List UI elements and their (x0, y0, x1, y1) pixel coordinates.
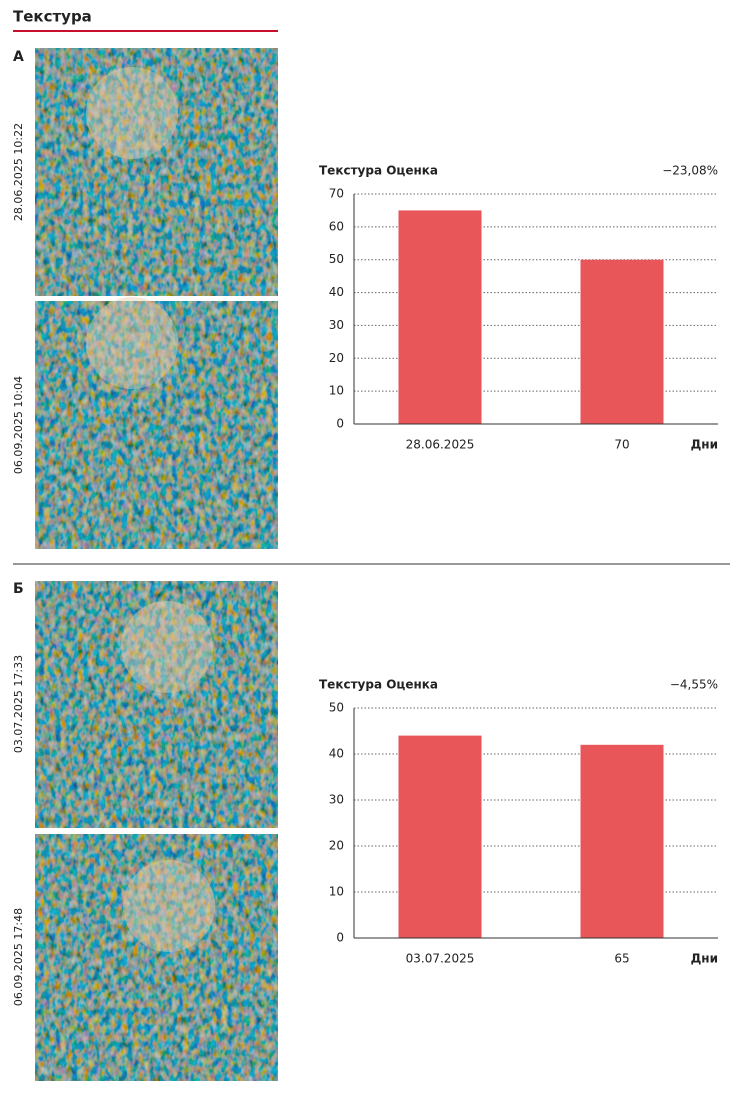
y-tick-label: 0 (336, 931, 344, 945)
photo (35, 834, 278, 1081)
y-tick-label: 20 (329, 351, 344, 365)
annotation: −23,08% (662, 164, 718, 178)
section-title: Текстура (13, 8, 92, 26)
y-tick-label: 40 (329, 747, 344, 761)
photo (35, 581, 278, 828)
y-tick-label: 30 (329, 318, 344, 332)
panel-label: А (13, 49, 24, 65)
photo (35, 48, 278, 296)
y-tick-label: 60 (329, 219, 344, 233)
x-tick-label: 28.06.2025 (406, 438, 475, 452)
y-tick-label: 30 (329, 793, 344, 807)
x-axis-label: Дни (691, 438, 718, 452)
y-tick-label: 50 (329, 701, 344, 715)
y-tick-label: 50 (329, 252, 344, 266)
bar (398, 735, 482, 938)
y-tick-label: 70 (329, 187, 344, 201)
photo (35, 297, 278, 549)
x-axis-label: Дни (691, 952, 718, 966)
panel-label: Б (13, 581, 24, 597)
y-tick-label: 10 (329, 384, 344, 398)
bar (580, 744, 664, 938)
x-tick-label: 03.07.2025 (406, 952, 475, 966)
photo-date: 06.09.2025 10:04 (12, 376, 25, 474)
y-tick-label: 40 (329, 285, 344, 299)
bar (398, 210, 482, 424)
y-tick-label: 20 (329, 839, 344, 853)
chart-title: Текстура Оценка (319, 164, 438, 178)
annotation: −4,55% (670, 678, 718, 692)
y-tick-label: 10 (329, 885, 344, 899)
x-tick-label: 70 (614, 438, 629, 452)
x-tick-label: 65 (614, 952, 629, 966)
photo-date: 03.07.2025 17:33 (12, 655, 25, 753)
photo-date: 28.06.2025 10:22 (12, 123, 25, 221)
chart-title: Текстура Оценка (319, 678, 438, 692)
bar (580, 259, 664, 424)
photo-date: 06.09.2025 17:48 (12, 908, 25, 1006)
y-tick-label: 0 (336, 417, 344, 431)
